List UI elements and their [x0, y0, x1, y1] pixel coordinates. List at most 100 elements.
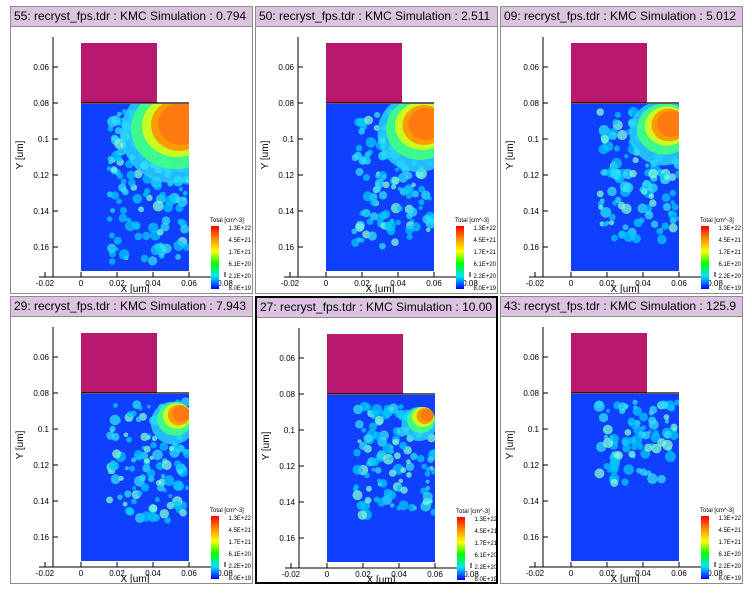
colorbar-tick-label: 8.0E+19	[474, 577, 497, 583]
x-tick-label: 0.08	[707, 569, 723, 578]
plot-window-2[interactable]: 50: recryst_fps.tdr : KMC Simulation : 2…	[255, 6, 498, 294]
x-axis-label: X [um]	[121, 574, 150, 583]
colorbar-tick-label: 8.0E+19	[718, 576, 741, 582]
y-tick-label: 0.08	[33, 99, 49, 108]
colorbar-legend: Total [cm^-3] 1.3E+22 4.5E+21 1.7E+21 6.1E+2…	[210, 508, 252, 582]
contour-plot[interactable]: 0.06 0.08 0.1 0.12 0.14 0.16 -0.02 0 0.02 0.04 0.0…	[257, 318, 498, 584]
x-tick-label: 0.02	[599, 279, 615, 288]
colorbar-tick-label: 1.3E+22	[228, 226, 251, 232]
colorbar-tick-label: 1.7E+21	[718, 540, 741, 546]
contour-plot[interactable]: 0.06 0.08 0.1 0.12 0.14 0.16 -0.02 0 0.02 0.04 0.0…	[501, 27, 742, 293]
concentration-field	[352, 401, 435, 520]
colorbar-tick-label: 8.0E+19	[473, 286, 496, 292]
y-tick-label: 0.1	[38, 135, 50, 144]
colorbar-tick-label: 1.3E+22	[228, 516, 251, 522]
colorbar-tick-label: 2.2E+20	[228, 564, 251, 570]
colorbar-tick-label: 4.5E+21	[473, 238, 496, 244]
y-tick-label: 0.16	[33, 243, 49, 252]
x-tick-label: 0.08	[707, 279, 723, 288]
x-tick-label: -0.02	[36, 279, 55, 288]
concentration-field	[106, 397, 189, 524]
x-tick-label: 0	[79, 279, 84, 288]
colorbar-tick-label: 8.0E+19	[228, 286, 251, 292]
contour-plot[interactable]: 0.06 0.08 0.1 0.12 0.14 0.16 -0.02 0 0.02 0.04 0.0…	[501, 317, 742, 583]
colorbar-legend: Total [cm^-3] 1.3E+22 4.5E+21 1.7E+21 6.1E+2…	[455, 218, 497, 292]
y-tick-label: 0.06	[523, 353, 539, 362]
x-tick-label: 0.08	[462, 279, 478, 288]
mask-region	[571, 333, 647, 393]
colorbar-tick-label: 6.1E+20	[228, 552, 251, 558]
y-axis-label: Y [um]	[505, 140, 516, 169]
x-tick-label: 0.06	[427, 570, 443, 579]
y-tick-label: 0.1	[38, 425, 50, 434]
colorbar-tick-label: 4.5E+21	[718, 528, 741, 534]
contour-plot[interactable]: 0.06 0.08 0.1 0.12 0.14 0.16 -0.02 0 0.02 0.04 0.0…	[256, 27, 497, 293]
x-tick-label: 0	[79, 569, 84, 578]
colorbar-tick-label: 2.2E+20	[474, 565, 497, 571]
y-tick-label: 0.12	[33, 171, 49, 180]
x-axis-label: X [um]	[121, 284, 150, 293]
colorbar-title: Total [cm^-3]	[210, 508, 244, 514]
x-tick-label: 0.04	[635, 569, 651, 578]
y-tick-label: 0.06	[523, 63, 539, 72]
colorbar-title: Total [cm^-3]	[700, 508, 734, 514]
contour-plot[interactable]: 0.06 0.08 0.1 0.12 0.14 0.16 -0.02 0 0.02 0.04 0.0…	[11, 317, 252, 583]
plot-window-title: 50: recryst_fps.tdr : KMC Simulation : 2…	[256, 7, 497, 27]
concentration-field	[593, 399, 679, 487]
y-tick-label: 0.16	[279, 534, 295, 543]
colorbar-tick-label: 2.2E+20	[718, 274, 741, 280]
x-tick-label: 0	[324, 279, 329, 288]
mask-region	[81, 43, 157, 103]
x-tick-label: 0.02	[599, 569, 615, 578]
plot-window-5[interactable]: 27: recryst_fps.tdr : KMC Simulation : 1…	[255, 296, 498, 584]
x-axis-label: X [um]	[611, 284, 640, 293]
colorbar-tick-label: 2.2E+20	[228, 274, 251, 280]
colorbar-title: Total [cm^-3]	[210, 218, 244, 224]
x-tick-label: 0.04	[145, 279, 161, 288]
y-tick-label: 0.12	[33, 461, 49, 470]
x-tick-label: 0.02	[109, 569, 125, 578]
colorbar-title: Total [cm^-3]	[700, 218, 734, 224]
y-axis-label: Y [um]	[260, 140, 271, 169]
colorbar-tick-label: 8.0E+19	[228, 576, 251, 582]
x-tick-label: 0.04	[390, 279, 406, 288]
plot-window-title: 55: recryst_fps.tdr : KMC Simulation : 0…	[11, 7, 252, 27]
colorbar-title: Total [cm^-3]	[456, 509, 490, 515]
y-axis-label: Y [um]	[261, 431, 272, 460]
y-tick-label: 0.16	[278, 243, 294, 252]
colorbar-legend: Total [cm^-3] 1.3E+22 4.5E+21 1.7E+21 6.1E+2…	[700, 508, 742, 582]
y-tick-label: 0.12	[523, 461, 539, 470]
x-tick-label: 0	[325, 570, 330, 579]
plot-window-4[interactable]: 29: recryst_fps.tdr : KMC Simulation : 7…	[10, 296, 253, 584]
plot-window-3[interactable]: 09: recryst_fps.tdr : KMC Simulation : 5…	[500, 6, 743, 294]
x-tick-label: 0.04	[145, 569, 161, 578]
x-tick-label: 0	[569, 279, 574, 288]
plot-window-1[interactable]: 55: recryst_fps.tdr : KMC Simulation : 0…	[10, 6, 253, 294]
colorbar-tick-label: 4.5E+21	[718, 238, 741, 244]
y-tick-label: 0.08	[523, 99, 539, 108]
y-tick-label: 0.06	[33, 353, 49, 362]
plot-window-6[interactable]: 43: recryst_fps.tdr : KMC Simulation : 1…	[500, 296, 743, 584]
colorbar-tick-label: 6.1E+20	[718, 262, 741, 268]
concentration-field	[351, 104, 434, 250]
concentration-field	[106, 104, 189, 266]
colorbar-tick-label: 2.2E+20	[718, 564, 741, 570]
colorbar-tick-label: 1.7E+21	[228, 250, 251, 256]
y-tick-label: 0.08	[523, 389, 539, 398]
x-tick-label: 0.06	[181, 279, 197, 288]
y-tick-label: 0.16	[33, 533, 49, 542]
plot-window-title: 09: recryst_fps.tdr : KMC Simulation : 5…	[501, 7, 742, 27]
x-tick-label: 0	[569, 569, 574, 578]
y-tick-label: 0.1	[283, 135, 295, 144]
x-tick-label: -0.02	[282, 570, 301, 579]
y-tick-label: 0.1	[284, 426, 296, 435]
colorbar-tick-label: 1.3E+22	[718, 226, 741, 232]
plot-window-title: 27: recryst_fps.tdr : KMC Simulation : 1…	[257, 298, 496, 318]
concentration-field	[596, 104, 679, 245]
contour-plot[interactable]: 0.06 0.08 0.1 0.12 0.14 0.16 -0.02 0 0.02 0.04 0.0…	[11, 27, 252, 293]
colorbar-legend: Total [cm^-3] 1.3E+22 4.5E+21 1.7E+21 6.1E+2…	[210, 218, 252, 292]
colorbar-tick-label: 8.0E+19	[718, 286, 741, 292]
x-tick-label: 0.02	[109, 279, 125, 288]
y-tick-label: 0.08	[279, 390, 295, 399]
colorbar-tick-label: 1.3E+22	[474, 517, 497, 523]
